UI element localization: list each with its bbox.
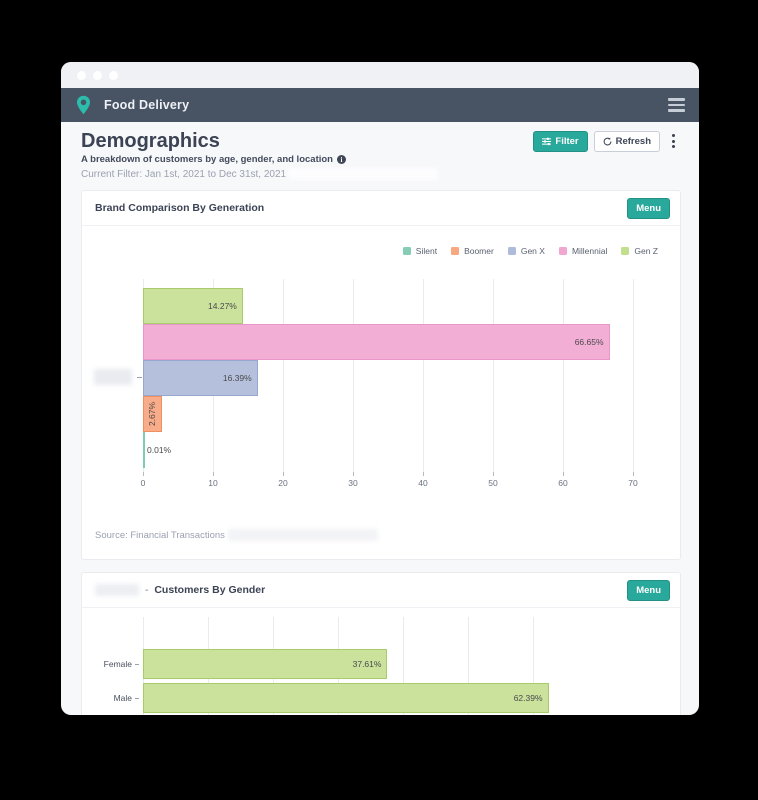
y-axis-tick <box>135 663 139 665</box>
legend-swatch <box>507 247 516 255</box>
x-axis-tick-label: 50 <box>488 478 498 488</box>
bar: 37.61% <box>143 649 388 679</box>
filter-sliders-icon <box>542 137 552 146</box>
bar-row-female: Female 37.61% <box>104 649 549 679</box>
bar-value-label: 2.67% <box>147 401 158 427</box>
x-axis-tick-label: 60 <box>558 478 568 488</box>
current-filter-text: Current Filter: Jan 1st, 2021 to Dec 31s… <box>81 168 287 180</box>
legend-swatch <box>621 247 630 255</box>
bar-row-male: Male 62.39% <box>114 683 549 713</box>
legend-label: Boomer <box>464 246 494 256</box>
bar: 14.27% <box>143 288 243 324</box>
legend-swatch <box>402 247 411 255</box>
bar: 66.65% <box>143 324 610 360</box>
page-subtitle: A breakdown of customers by age, gender,… <box>81 154 333 165</box>
bar-row-boomer: 2.67% <box>143 396 633 432</box>
gender-bar-chart: Female 37.61% Male 62.39% <box>104 617 549 715</box>
bar-value-label: 0.01% <box>147 445 172 455</box>
card-title: Brand Comparison By Generation <box>95 202 265 214</box>
top-nav: Food Delivery <box>61 88 699 122</box>
legend-label: Gen X <box>520 246 545 256</box>
legend-item-millennial[interactable]: Millennial <box>558 246 608 256</box>
x-axis-tick-label: 70 <box>628 478 638 488</box>
map-pin-icon <box>75 95 92 115</box>
redacted-brand-label <box>94 369 132 385</box>
y-axis-tick <box>137 377 142 378</box>
title-separator: - <box>145 584 149 596</box>
bar-row-millennial: 66.65% <box>143 324 633 360</box>
chart-menu-button[interactable]: Menu <box>627 197 670 219</box>
more-options-kebab-icon[interactable] <box>666 132 681 150</box>
legend-item-gen-z[interactable]: Gen Z <box>621 246 658 256</box>
page-header: Demographics Filter <box>61 122 699 180</box>
chart-bars: 14.27% 66.65% 16.39% 2.67% 0.01% <box>143 288 633 468</box>
hamburger-menu-icon[interactable] <box>668 98 685 112</box>
legend-item-gen-x[interactable]: Gen X <box>507 246 545 256</box>
legend-swatch <box>558 247 567 255</box>
x-axis-tick-label: 30 <box>348 478 358 488</box>
chart-legend: Silent Boomer Gen X Millennial Gen Z <box>402 246 658 256</box>
bar-value-label: 66.65% <box>574 337 604 347</box>
legend-label: Gen Z <box>634 246 658 256</box>
page-title: Demographics <box>81 130 220 152</box>
bar: 62.39% <box>143 683 549 713</box>
filter-button[interactable]: Filter <box>533 130 588 152</box>
redacted-source-detail <box>227 529 378 541</box>
card-brand-comparison: Brand Comparison By Generation Menu Sile… <box>81 190 681 560</box>
bar: 16.39% <box>143 360 258 396</box>
category-label: Male <box>75 683 139 713</box>
legend-item-boomer[interactable]: Boomer <box>451 246 494 256</box>
app-title: Food Delivery <box>104 98 190 112</box>
legend-swatch <box>451 247 460 255</box>
x-axis-tick-label: 10 <box>208 478 218 488</box>
card-customers-by-gender: - Customers By Gender Menu Female 37.61% M… <box>81 572 681 715</box>
legend-label: Silent <box>415 246 438 256</box>
window-minimize-button[interactable] <box>93 70 102 80</box>
source-text: Source: Financial Transactions <box>95 529 225 541</box>
x-axis-labels: 0 10 20 30 40 50 60 70 <box>140 478 638 490</box>
redacted-filter-detail <box>288 168 439 180</box>
bar: 2.67% <box>143 396 162 432</box>
chart-bars: Female 37.61% Male 62.39% <box>104 649 549 713</box>
bar-value-label: 37.61% <box>352 659 382 669</box>
bar-row-gen-z: 14.27% <box>143 288 633 324</box>
window-titlebar <box>61 62 699 88</box>
window-zoom-button[interactable] <box>109 70 118 80</box>
bar-value-label: 14.27% <box>208 301 237 311</box>
info-icon[interactable]: i <box>336 155 346 164</box>
bar-row-silent: 0.01% <box>143 432 633 468</box>
x-axis-tick-label: 0 <box>140 478 146 488</box>
refresh-button[interactable]: Refresh <box>593 130 660 152</box>
legend-label: Millennial <box>571 246 608 256</box>
x-axis-ticks <box>143 472 634 476</box>
card-title: Customers By Gender <box>154 584 266 596</box>
y-axis-tick <box>135 697 139 699</box>
legend-item-silent[interactable]: Silent <box>402 246 438 256</box>
bar-row-gen-x: 16.39% <box>143 360 633 396</box>
category-label: Female <box>75 649 139 679</box>
redacted-brand-prefix <box>95 584 139 596</box>
chart-menu-button[interactable]: Menu <box>627 579 670 601</box>
bar-value-label: 62.39% <box>513 693 543 703</box>
x-axis-tick-label: 20 <box>278 478 288 488</box>
refresh-icon <box>603 136 612 146</box>
bar-value-label: 16.39% <box>222 373 252 383</box>
window-close-button[interactable] <box>77 70 86 80</box>
x-axis-tick-label: 40 <box>418 478 428 488</box>
app-window: Food Delivery Demographics Fi <box>61 62 699 715</box>
generation-bar-chart: 14.27% 66.65% 16.39% 2.67% 0.01% 0 10 20 30 40 50… <box>141 279 638 488</box>
bar <box>143 432 145 468</box>
